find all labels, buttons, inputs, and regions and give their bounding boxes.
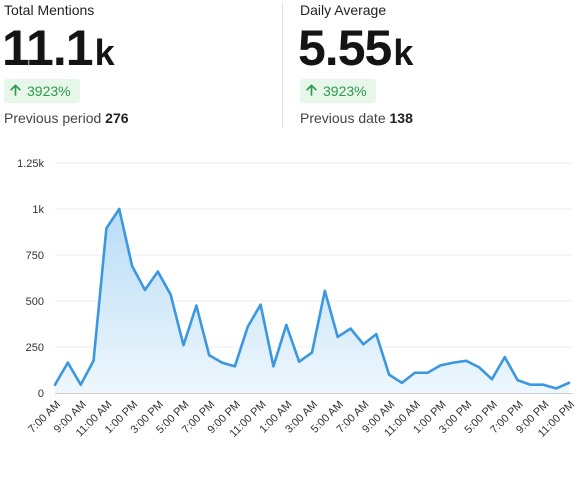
area-fill [55, 209, 569, 393]
data-point [246, 325, 249, 328]
previous-period-value: 276 [105, 110, 129, 126]
data-point [387, 373, 391, 376]
data-point [92, 359, 95, 362]
data-point [503, 355, 506, 359]
previous-date-value: 138 [389, 110, 413, 126]
data-point [53, 383, 57, 386]
y-tick-label: 0 [38, 388, 44, 400]
data-point [272, 365, 275, 368]
data-point [143, 288, 147, 292]
data-point [554, 387, 558, 390]
data-point [169, 293, 172, 296]
y-tick-label: 1.25k [17, 158, 44, 170]
data-point [567, 381, 571, 385]
data-point [400, 381, 404, 385]
data-point [208, 354, 211, 357]
data-point [310, 351, 314, 354]
data-point [323, 289, 327, 293]
data-point [118, 207, 121, 211]
data-point [66, 361, 70, 364]
total-mentions-change: 3923% [27, 83, 71, 99]
total-mentions-value: 11.1k [2, 20, 115, 81]
daily-average-previous: Previous date 138 [300, 110, 413, 126]
data-point [195, 304, 198, 307]
data-point [516, 378, 519, 382]
data-point [297, 360, 301, 363]
data-point [426, 371, 429, 374]
data-point [220, 361, 224, 364]
data-point [233, 365, 237, 368]
arrow-up-icon [306, 79, 317, 103]
daily-average-suffix: k [393, 32, 413, 73]
total-mentions-suffix: k [94, 32, 115, 73]
daily-average-change: 3923% [323, 83, 367, 99]
daily-average-card: Daily Average 5.55k 3923% Previous date … [298, 0, 570, 128]
daily-average-change-badge: 3923% [300, 79, 376, 103]
data-point [105, 227, 108, 230]
data-point [336, 335, 339, 339]
data-point [285, 323, 288, 327]
data-point [182, 343, 185, 347]
data-point [542, 383, 545, 386]
total-mentions-number: 11.1 [2, 20, 94, 76]
stat-divider [282, 2, 283, 128]
total-mentions-card: Total Mentions 11.1k 3923% Previous peri… [2, 0, 274, 128]
data-point [130, 264, 134, 268]
total-mentions-change-badge: 3923% [4, 79, 80, 103]
daily-average-label: Daily Average [300, 2, 387, 18]
data-point [439, 364, 442, 367]
y-tick-label: 750 [26, 250, 44, 262]
data-point [362, 343, 365, 346]
y-tick-label: 500 [26, 296, 44, 308]
data-point [477, 366, 481, 369]
data-point [490, 378, 494, 381]
total-mentions-previous: Previous period 276 [4, 110, 129, 126]
data-point [375, 332, 378, 336]
data-point [156, 270, 159, 273]
total-mentions-label: Total Mentions [4, 2, 95, 18]
previous-date-label: Previous date [300, 110, 386, 126]
y-tick-label: 1k [32, 204, 44, 216]
daily-average-value: 5.55k [298, 20, 413, 81]
daily-average-number: 5.55 [298, 20, 392, 76]
data-point [413, 371, 416, 374]
data-point [452, 361, 455, 364]
data-point [465, 359, 468, 362]
data-point [349, 327, 352, 330]
data-point [79, 383, 82, 386]
data-point [529, 383, 532, 386]
previous-period-label: Previous period [4, 110, 102, 126]
arrow-up-icon [10, 79, 21, 103]
data-point [259, 303, 262, 306]
y-tick-label: 250 [26, 342, 44, 354]
